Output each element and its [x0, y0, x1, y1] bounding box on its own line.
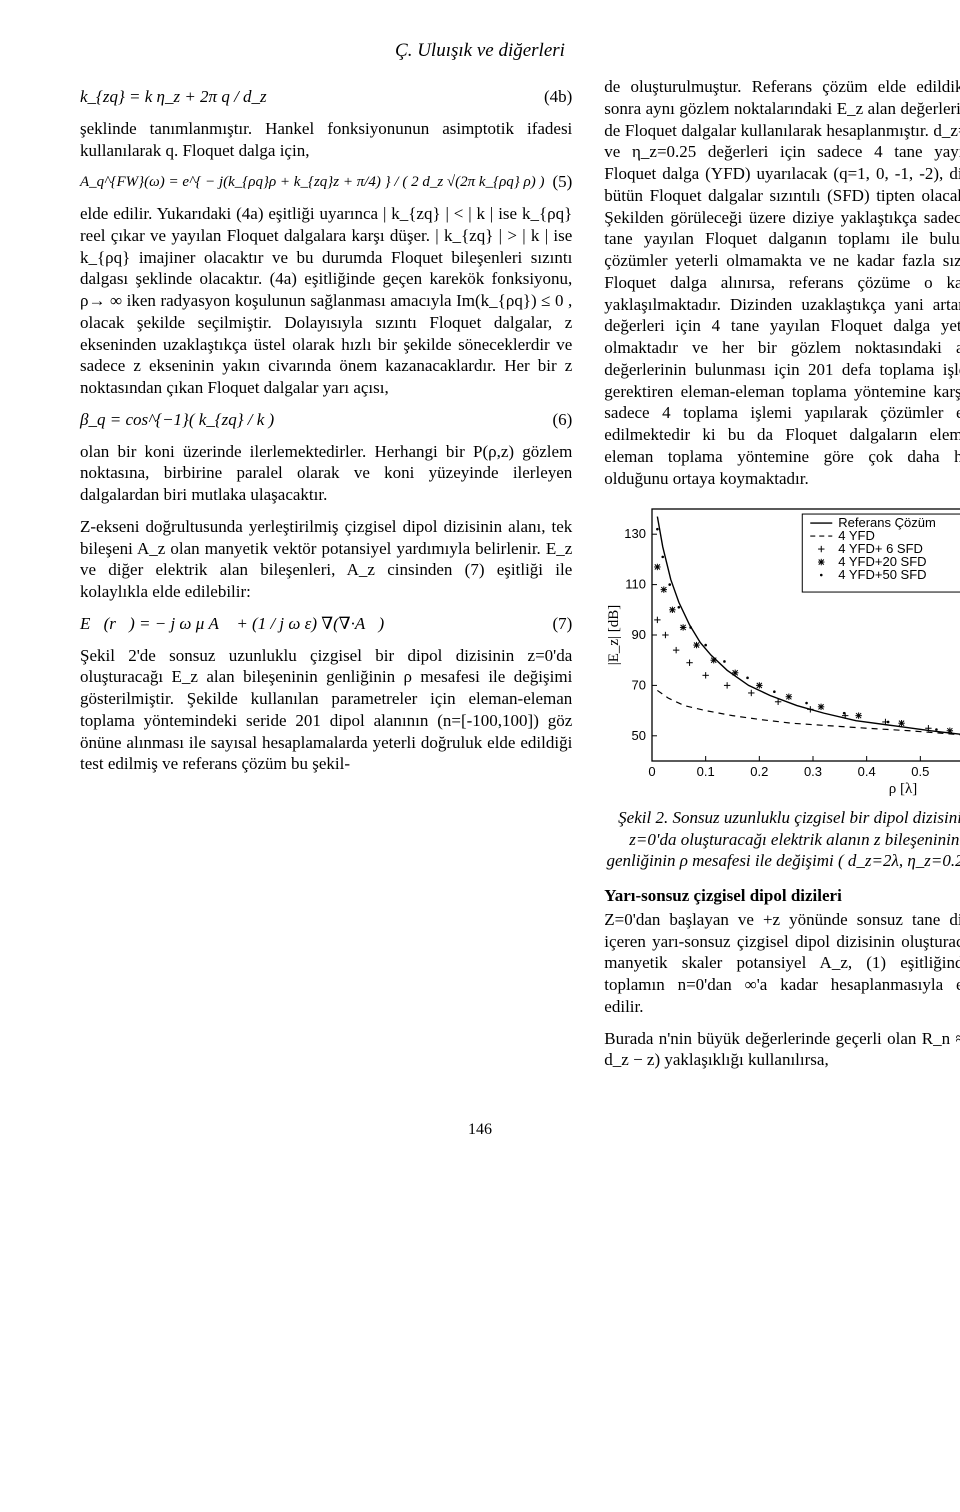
left-column: k_{zq} = k η_z + 2π q / d_z (4b) şeklind…: [80, 76, 572, 1071]
equation-5: A_q^{FW}(ω) = e^{ − j(k_{ρq}ρ + k_{zq}z …: [80, 171, 572, 193]
equation-4b: k_{zq} = k η_z + 2π q / d_z (4b): [80, 86, 572, 108]
eq-4b-body: k_{zq} = k η_z + 2π q / d_z: [80, 86, 267, 108]
right-para-1: de oluşturulmuştur. Referans çözüm elde …: [604, 76, 960, 489]
right-para-2: Z=0'dan başlayan ve +z yönünde sonsuz ta…: [604, 909, 960, 1018]
svg-text:70: 70: [632, 678, 646, 693]
svg-text:|E_z| [dB]: |E_z| [dB]: [606, 605, 622, 666]
eq-7-num: (7): [544, 613, 572, 635]
figure-2-caption: Şekil 2. Sonsuz uzunluklu çizgisel bir d…: [604, 807, 960, 871]
right-column: de oluşturulmuştur. Referans çözüm elde …: [604, 76, 960, 1071]
svg-text:0.1: 0.1: [697, 764, 715, 779]
eq-4b-num: (4b): [536, 86, 572, 108]
svg-text:0.2: 0.2: [751, 764, 769, 779]
right-para-3: Burada n'nin büyük değerlerinde geçerli …: [604, 1028, 960, 1072]
svg-text:0: 0: [649, 764, 656, 779]
left-para-2: elde edilir. Yukarıdaki (4a) eşitliği uy…: [80, 203, 572, 399]
eq-7-body: E⃗(r⃗) = − j ω μ A⃗ + (1 / j ω ε) ∇(∇·A⃗…: [80, 613, 384, 635]
svg-text:0.3: 0.3: [804, 764, 822, 779]
chart-svg: 00.10.20.30.40.50.6507090110130ρ [λ]|E_z…: [604, 499, 960, 799]
svg-text:90: 90: [632, 627, 646, 642]
left-para-5: Şekil 2'de sonsuz uzunluklu çizgisel bir…: [80, 645, 572, 776]
svg-text:4 YFD+50 SFD: 4 YFD+50 SFD: [839, 567, 927, 582]
eq-6-body: β_q = cos^{−1}( k_{zq} / k ): [80, 409, 274, 431]
eq-5-body: A_q^{FW}(ω) = e^{ − j(k_{ρq}ρ + k_{zq}z …: [80, 173, 544, 192]
running-header: Ç. Uluışık ve diğerleri: [80, 40, 880, 62]
two-column-layout: k_{zq} = k η_z + 2π q / d_z (4b) şeklind…: [80, 76, 880, 1071]
svg-text:0.5: 0.5: [912, 764, 930, 779]
equation-7: E⃗(r⃗) = − j ω μ A⃗ + (1 / j ω ε) ∇(∇·A⃗…: [80, 613, 572, 635]
figure-2-chart: 00.10.20.30.40.50.6507090110130ρ [λ]|E_z…: [604, 499, 960, 799]
svg-text:110: 110: [626, 577, 647, 592]
left-para-4: Z-ekseni doğrultusunda yerleştirilmiş çi…: [80, 516, 572, 603]
svg-text:ρ [λ]: ρ [λ]: [889, 781, 918, 797]
left-para-3: olan bir koni üzerinde ilerlemektedirler…: [80, 441, 572, 506]
svg-text:0.4: 0.4: [858, 764, 876, 779]
left-para-1: şeklinde tanımlanmıştır. Hankel fonksiyo…: [80, 118, 572, 162]
svg-text:130: 130: [625, 526, 647, 541]
svg-text:50: 50: [632, 728, 646, 743]
eq-5-num: (5): [544, 171, 572, 193]
eq-6-num: (6): [544, 409, 572, 431]
section-title: Yarı-sonsuz çizgisel dipol dizileri: [604, 885, 960, 907]
page-number: 146: [80, 1121, 880, 1139]
equation-6: β_q = cos^{−1}( k_{zq} / k ) (6): [80, 409, 572, 431]
